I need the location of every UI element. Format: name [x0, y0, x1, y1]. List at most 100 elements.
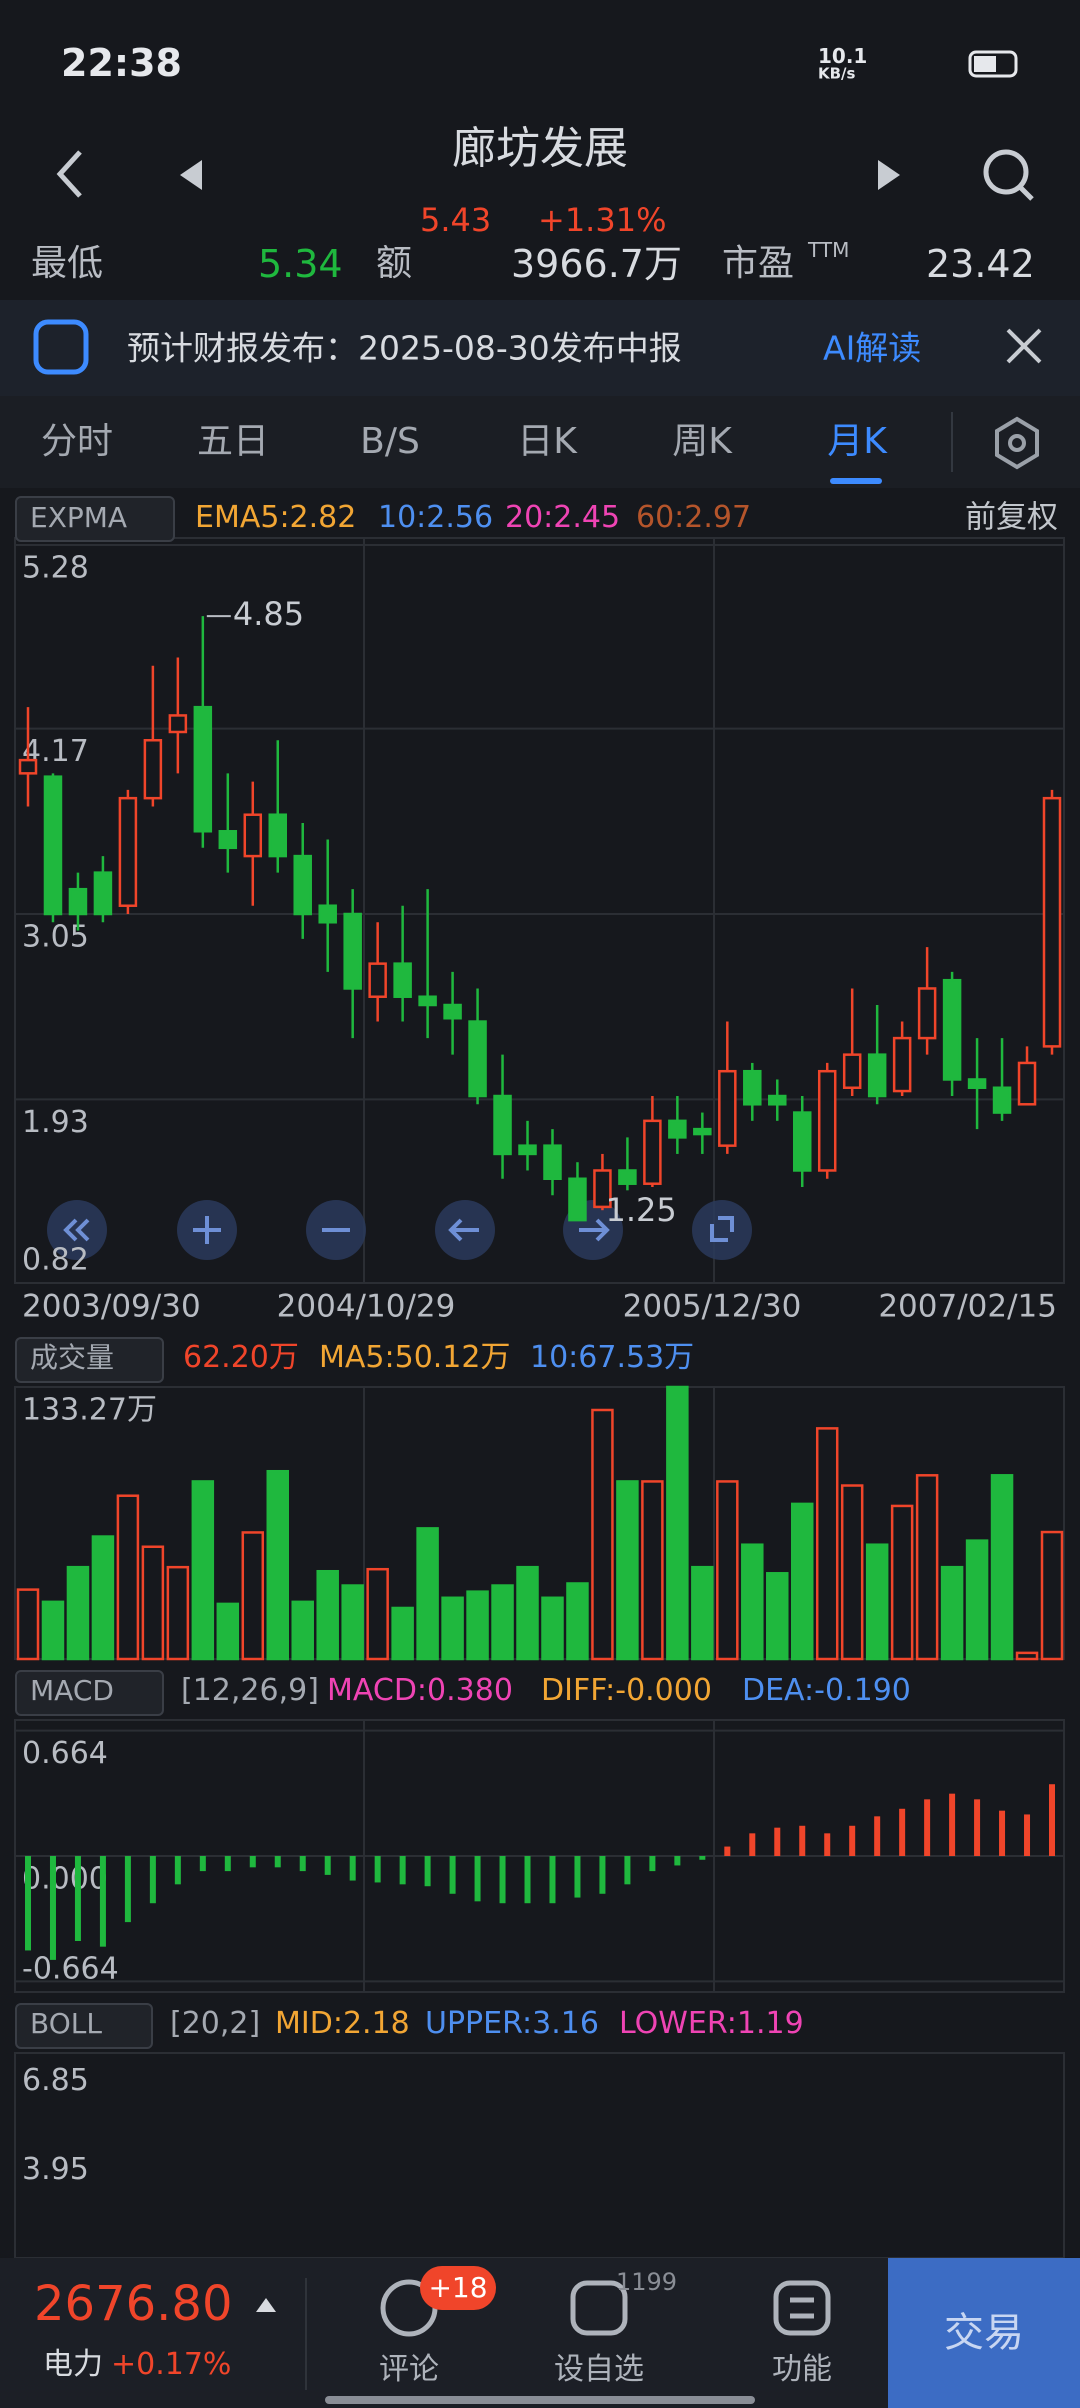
tab[interactable]: B/S	[360, 421, 420, 462]
bar	[25, 1856, 31, 1951]
bar	[341, 1584, 364, 1661]
bar	[66, 1565, 90, 1661]
net-unit: KB/s	[818, 64, 856, 83]
y-tick-label: 133.27万	[22, 1393, 157, 1428]
tab[interactable]: 五日	[196, 421, 270, 462]
bar	[274, 1856, 281, 1868]
function-label[interactable]: 功能	[772, 2352, 832, 2387]
x-tick-label: 2003/09/30	[22, 1288, 201, 1325]
candle-body	[917, 987, 937, 1040]
indicator-select[interactable]	[15, 496, 175, 542]
candle-body	[643, 1119, 662, 1185]
ai-button[interactable]: AI解读	[823, 328, 922, 368]
tab[interactable]: 分时	[40, 421, 114, 462]
indicator-select[interactable]	[15, 2003, 153, 2049]
indicator-select[interactable]	[15, 1670, 164, 1716]
quote-value: 5.34	[258, 242, 343, 286]
bar	[541, 1596, 564, 1661]
candle-body	[93, 871, 113, 916]
bar	[699, 1856, 706, 1860]
adjust[interactable]: 前复权	[965, 499, 1058, 536]
bar	[849, 1825, 856, 1856]
bar	[191, 1480, 215, 1661]
bar	[241, 1531, 265, 1661]
candle-body	[743, 1069, 762, 1106]
ema5: EMA5:2.82	[195, 500, 357, 535]
bar	[474, 1856, 481, 1902]
volume-panel	[14, 1386, 1065, 1660]
bar	[149, 1856, 156, 1904]
bar	[166, 1565, 190, 1661]
bar	[940, 1565, 964, 1661]
x-tick-label: 2005/12/30	[622, 1288, 802, 1325]
vol-ma10: 10:67.53万	[530, 1340, 695, 1375]
comment-label[interactable]: 评论	[379, 2352, 439, 2387]
quote-value: 23.42	[926, 242, 1035, 286]
bar	[116, 1494, 140, 1661]
expand-icon[interactable]	[256, 2298, 276, 2312]
tab-underline	[830, 478, 882, 484]
bar	[915, 1474, 939, 1661]
bar	[974, 1799, 981, 1856]
quote-value: 3966.7万	[511, 242, 682, 286]
index-name: 电力	[43, 2347, 103, 2382]
banner-text: 预计财报发布：2025-08-30发布中报	[127, 328, 682, 368]
bar	[741, 1543, 764, 1661]
fullscreen-btn[interactable]	[692, 1200, 752, 1260]
prev-icon[interactable]	[180, 160, 202, 190]
watch-icon[interactable]	[570, 2280, 628, 2336]
bar	[591, 1408, 614, 1661]
banner-icon	[33, 319, 89, 375]
tab[interactable]: 日K	[517, 421, 577, 462]
bar	[199, 1856, 206, 1872]
x-tick-label: 2004/10/29	[276, 1288, 456, 1325]
tab[interactable]: 周K	[672, 421, 732, 462]
quote-label: 额	[376, 243, 413, 284]
change: +1.31%	[538, 201, 667, 239]
bar	[899, 1808, 906, 1856]
indicator-select[interactable]	[15, 1337, 164, 1383]
trade-button[interactable]	[888, 2258, 1080, 2408]
bar	[990, 1474, 1014, 1661]
boll-upper: UPPER:3.16	[425, 2006, 599, 2041]
candle-body	[568, 1177, 587, 1222]
vol-ma5: MA5:50.12万	[319, 1340, 511, 1375]
bar	[616, 1480, 639, 1661]
icon	[75, 1218, 90, 1242]
candle-body	[418, 995, 437, 1007]
candle-body	[668, 1119, 687, 1139]
candle-body	[193, 705, 213, 833]
y-tick-label: 5.28	[22, 551, 89, 586]
function-icon[interactable]	[773, 2280, 831, 2336]
net-speed: 10.1	[818, 44, 868, 68]
bar	[441, 1596, 464, 1661]
candle-body	[992, 1086, 1012, 1114]
settings-icon[interactable]	[995, 416, 1039, 470]
candle-body	[518, 1144, 537, 1156]
candle-body	[817, 1069, 837, 1172]
bar	[674, 1856, 681, 1866]
next-icon[interactable]	[878, 160, 900, 190]
settings-icon-dot	[1008, 434, 1026, 452]
bar	[99, 1856, 106, 1947]
candle-body	[368, 962, 387, 998]
bar	[999, 1810, 1006, 1856]
macd-value: MACD:0.380	[327, 1673, 513, 1708]
bar	[16, 1588, 40, 1661]
candle-body	[168, 714, 188, 734]
badge: +18	[428, 2271, 488, 2304]
candle-body	[892, 1036, 912, 1093]
trade-label[interactable]: 交易	[944, 2310, 1024, 2356]
stock-title: 廊坊发展	[452, 123, 628, 174]
bar	[949, 1793, 956, 1856]
bar	[549, 1856, 556, 1904]
watch-label[interactable]: 设自选	[554, 2352, 644, 2387]
bar	[691, 1565, 714, 1661]
bar	[216, 1602, 240, 1661]
back-icon[interactable]	[56, 150, 82, 198]
y-tick-label: 0.664	[22, 1736, 108, 1771]
tab-active[interactable]: 月K	[827, 421, 887, 462]
candle-body	[842, 1053, 862, 1089]
bar	[815, 1427, 839, 1661]
search-icon[interactable]	[983, 149, 1029, 195]
